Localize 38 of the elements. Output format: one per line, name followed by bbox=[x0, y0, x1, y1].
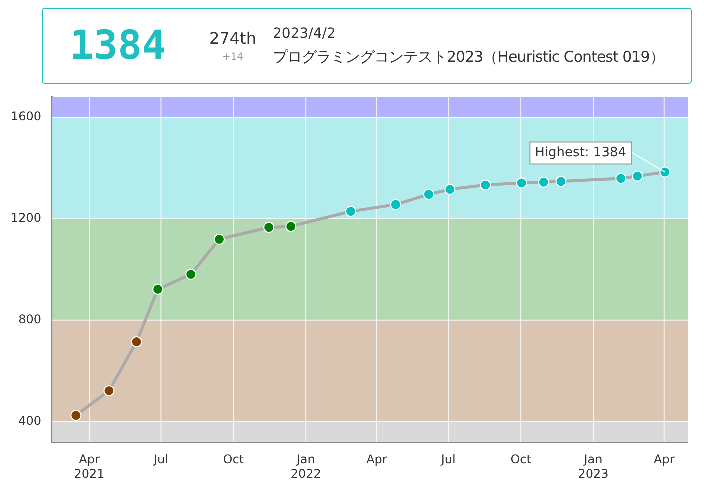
x-tick-label: Jul bbox=[152, 452, 168, 467]
point bbox=[152, 284, 164, 295]
x-tick-label: Jan 2023 bbox=[578, 452, 609, 481]
x-tick-label: Jul bbox=[440, 452, 456, 467]
point bbox=[480, 180, 492, 191]
x-tick-label: Apr bbox=[366, 452, 388, 467]
text: 1384 bbox=[68, 23, 168, 69]
point bbox=[660, 166, 671, 178]
x-tick-label: Apr bbox=[654, 452, 675, 467]
chart-title: プログラミングコンテスト2023（Heuristic Contest 019） bbox=[273, 48, 666, 66]
text: +14 bbox=[221, 52, 245, 63]
point bbox=[616, 173, 627, 184]
point bbox=[214, 234, 225, 246]
point bbox=[104, 385, 115, 396]
chart-subtitle: 2023/4/2 bbox=[273, 26, 337, 42]
point bbox=[390, 199, 402, 210]
point bbox=[70, 410, 82, 422]
y-tick-label: 400 bbox=[18, 414, 42, 428]
y-tick-label: 800 bbox=[18, 312, 42, 327]
x-tick-label: Oct bbox=[223, 452, 244, 467]
point bbox=[264, 222, 275, 234]
point bbox=[516, 178, 528, 189]
point bbox=[632, 170, 644, 182]
point bbox=[556, 176, 567, 188]
point bbox=[345, 206, 356, 218]
y-tick-label: 1200 bbox=[10, 211, 42, 226]
point bbox=[423, 189, 434, 200]
x-tick-label: Apr 2021 bbox=[74, 452, 105, 481]
x-tick-label: Jan 2022 bbox=[290, 452, 322, 481]
text: 274th bbox=[208, 29, 258, 48]
point bbox=[131, 336, 142, 348]
point bbox=[444, 184, 456, 196]
annotation: Highest: 1384 bbox=[535, 146, 627, 161]
point bbox=[286, 221, 297, 232]
point bbox=[186, 269, 197, 280]
x-tick-label: Oct bbox=[510, 452, 532, 467]
point bbox=[538, 176, 550, 188]
y-tick-label: 1600 bbox=[10, 110, 42, 124]
